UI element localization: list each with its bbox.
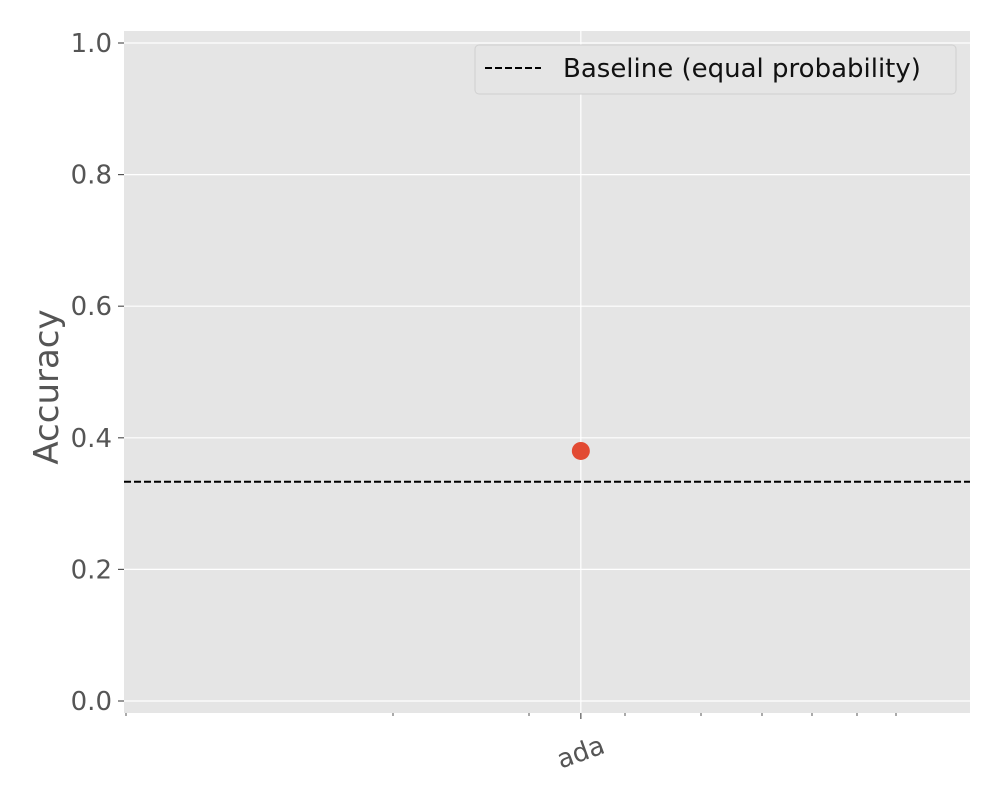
grid-lines (124, 31, 970, 713)
y-tick-label: 0.4 (71, 424, 112, 454)
y-tick-label: 0.0 (71, 687, 112, 717)
y-tick-label: 0.2 (71, 555, 112, 585)
y-axis-label: Accuracy (27, 309, 67, 464)
y-tick-label: 0.8 (71, 161, 112, 191)
legend: Baseline (equal probability) (474, 44, 957, 95)
data-point (571, 441, 590, 460)
plot-area (124, 31, 970, 713)
y-axis-ticks: 0.0 0.2 0.4 0.6 0.8 1.0 (71, 29, 124, 717)
x-axis-ticks: ada (553, 713, 609, 775)
x-minor-ticks (125, 713, 897, 716)
legend-label-baseline: Baseline (equal probability) (563, 54, 921, 84)
x-tick-label: ada (553, 731, 609, 776)
y-tick-label: 0.6 (71, 292, 112, 322)
legend-box (474, 44, 957, 95)
y-tick-label: 1.0 (71, 29, 112, 59)
data-points (571, 441, 590, 460)
